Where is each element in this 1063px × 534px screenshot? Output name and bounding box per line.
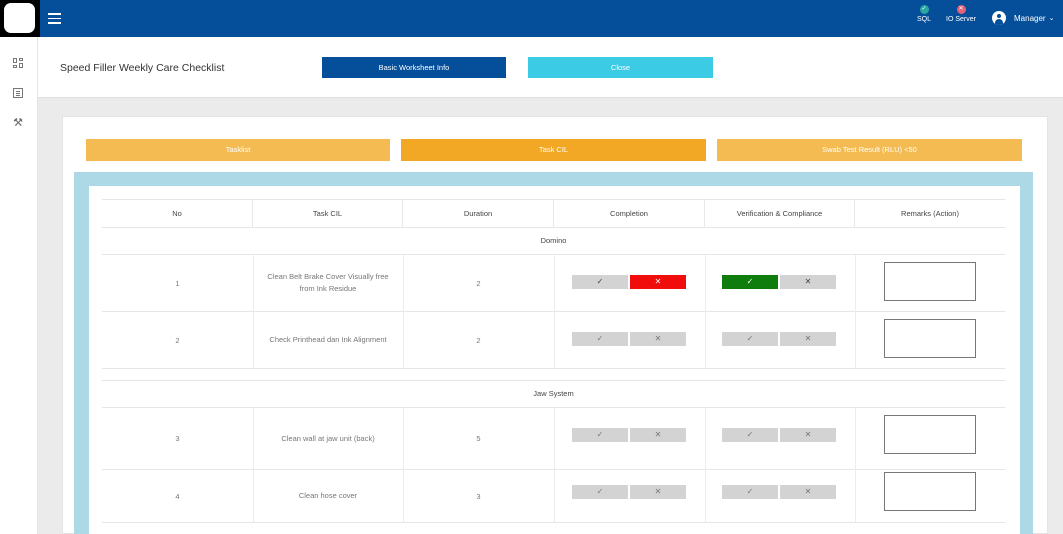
task-description: Check Printhead dan Ink Alignment (269, 335, 387, 344)
column-divider (253, 255, 254, 368)
section-header: Domino (540, 236, 567, 245)
user-icon (992, 11, 1006, 25)
column-divider (403, 408, 404, 522)
column-divider (403, 255, 404, 368)
row-number: 2 (175, 335, 180, 345)
column-header-task: Task CIL (253, 200, 403, 228)
completion-yes-button[interactable]: ✓ (572, 275, 628, 289)
task-description: Clean wall at jaw unit (back) (281, 433, 375, 443)
column-header-completion: Completion (554, 200, 705, 228)
page-title: Speed Filler Weekly Care Checklist (60, 62, 225, 74)
column-divider (855, 408, 856, 522)
column-header-no: No (102, 200, 253, 228)
row-number: 4 (175, 491, 180, 501)
column-divider (855, 255, 856, 368)
sql-status-label: SQL (916, 16, 931, 23)
chevron-down-icon: ⌄ (1048, 15, 1055, 22)
verification-yes-button[interactable]: ✓ (722, 485, 778, 499)
page-header: Speed Filler Weekly Care Checklist Basic… (38, 37, 1063, 98)
user-menu[interactable]: Manager ⌄ (992, 11, 1054, 25)
remarks-input[interactable] (884, 319, 976, 358)
verification-yes-button[interactable]: ✓ (722, 428, 778, 442)
column-divider (705, 255, 706, 368)
sidebar: ⚒ (0, 37, 38, 534)
table-divider (102, 469, 1005, 470)
task-description: Clean Belt Brake Cover Visually free fro… (267, 272, 389, 293)
column-header-remarks: Remarks (Action) (901, 209, 959, 218)
completion-yes-button[interactable]: ✓ (572, 428, 628, 442)
completion-yes-button[interactable]: ✓ (572, 332, 628, 346)
remarks-input[interactable] (884, 472, 976, 511)
task-duration: 5 (476, 434, 481, 443)
column-divider (554, 255, 555, 368)
table-divider (102, 311, 1005, 312)
table-divider (102, 254, 1005, 255)
io-server-status-icon: ✕ (956, 5, 966, 14)
logo-mark (4, 3, 35, 33)
io-server-status-label: IO Server (946, 16, 976, 23)
io-server-status[interactable]: ✕ IO Server (942, 5, 980, 23)
row-number: 1 (175, 278, 180, 288)
document-icon[interactable] (13, 88, 23, 98)
column-header-verification: Verification & Compliance (705, 200, 855, 228)
table-divider (102, 227, 1005, 228)
tab-task-cil[interactable]: Task CIL (401, 139, 706, 161)
column-divider (253, 408, 254, 522)
app-logo[interactable] (0, 0, 40, 37)
task-description: Clean hose cover (298, 491, 358, 500)
verification-no-button[interactable]: ✕ (780, 428, 836, 442)
completion-yes-button[interactable]: ✓ (572, 485, 628, 499)
row-number: 3 (175, 434, 180, 443)
table-divider (102, 368, 1005, 369)
section-header: Jaw System (533, 389, 574, 398)
verification-no-button[interactable]: ✕ (780, 485, 836, 499)
completion-no-button[interactable]: ✕ (630, 332, 686, 346)
basic-worksheet-info-button[interactable]: Basic Worksheet Info (322, 57, 506, 78)
tools-icon[interactable]: ⚒ (13, 117, 23, 129)
column-header-duration: Duration (403, 200, 554, 228)
hamburger-icon[interactable] (48, 13, 61, 24)
verification-no-button[interactable]: ✕ (780, 332, 836, 346)
table-divider (102, 522, 1005, 523)
completion-no-button[interactable]: ✕ (630, 428, 686, 442)
tab-tasklist[interactable]: Tasklist (86, 139, 390, 161)
sql-status[interactable]: ✓ SQL (915, 5, 933, 23)
remarks-input[interactable] (884, 262, 976, 301)
completion-no-button[interactable]: ✕ (630, 485, 686, 499)
sql-status-icon: ✓ (919, 5, 929, 14)
task-duration: 3 (476, 491, 481, 501)
verification-yes-button[interactable]: ✓ (722, 275, 778, 289)
table-divider (102, 407, 1005, 408)
remarks-input[interactable] (884, 415, 976, 454)
tab-swab-test-result[interactable]: Swab Test Result (RLU) <50 (717, 139, 1022, 161)
close-button[interactable]: Close (528, 57, 713, 78)
table-divider (102, 380, 1005, 381)
user-name: Manager (1014, 13, 1046, 23)
column-divider (705, 408, 706, 522)
column-divider (554, 408, 555, 522)
task-duration: 2 (476, 278, 481, 288)
task-duration: 2 (476, 335, 481, 345)
dashboard-icon[interactable] (13, 58, 23, 68)
verification-yes-button[interactable]: ✓ (722, 332, 778, 346)
verification-no-button[interactable]: ✕ (780, 275, 836, 289)
completion-no-button[interactable]: ✕ (630, 275, 686, 289)
table-divider (102, 199, 1005, 200)
top-bar: ✓ SQL ✕ IO Server Manager ⌄ (0, 0, 1063, 37)
